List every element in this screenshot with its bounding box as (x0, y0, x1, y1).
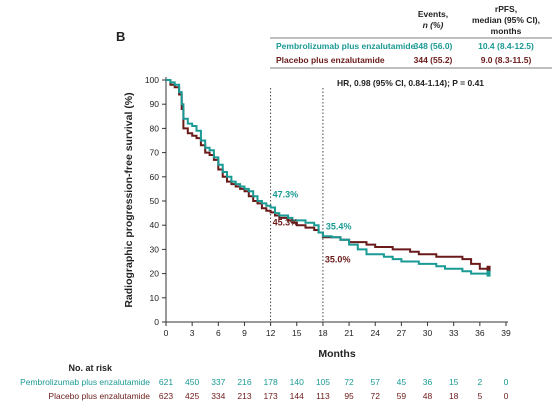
at-risk-value: 59 (397, 391, 407, 401)
at-risk-value: 5 (477, 391, 482, 401)
at-risk-value: 48 (423, 391, 433, 401)
legend-header-events-sub: n (%) (423, 20, 444, 30)
legend-header-events: Events, (418, 9, 448, 19)
y-tick-label: 90 (150, 99, 160, 109)
y-tick-label: 30 (150, 244, 160, 254)
at-risk-value: 95 (344, 391, 354, 401)
at-risk-value: 623 (159, 391, 173, 401)
at-risk-table: No. at risk Pembrolizumab plus enzalutam… (20, 363, 509, 401)
x-tick-label: 12 (266, 328, 276, 338)
at-risk-row-label: Pembrolizumab plus enzalutamide (20, 377, 150, 387)
y-tick-label: 40 (150, 220, 160, 230)
legend-header-rpfs-1: rPFS, (495, 4, 517, 14)
at-risk-value: 105 (316, 377, 330, 387)
legend-table: Events, n (%) rPFS, median (95% CI), mon… (270, 4, 552, 69)
y-tick-label: 100 (145, 75, 159, 85)
x-tick-label: 0 (164, 328, 169, 338)
at-risk-value: 216 (237, 377, 251, 387)
at-risk-value: 113 (316, 391, 330, 401)
x-tick-label: 9 (242, 328, 247, 338)
annotation-label: 35.0% (325, 254, 351, 264)
annotation-label: 45.3% (273, 217, 299, 227)
legend-row-pembro-median: 10.4 (8.4-12.5) (478, 41, 534, 51)
legend-row-pembro-name: Pembrolizumab plus enzalutamide (276, 41, 416, 51)
at-risk-value: 57 (370, 377, 380, 387)
legend-header-rpfs-2: median (95% CI), (472, 15, 540, 25)
at-risk-value: 621 (159, 377, 173, 387)
x-tick-label: 27 (397, 328, 407, 338)
y-tick-label: 50 (150, 196, 160, 206)
y-tick-label: 20 (150, 269, 160, 279)
y-tick-label: 0 (154, 317, 159, 327)
x-tick-label: 36 (475, 328, 485, 338)
y-tick-label: 70 (150, 148, 160, 158)
at-risk-value: 337 (211, 377, 225, 387)
y-tick-label: 80 (150, 123, 160, 133)
at-risk-value: 144 (290, 391, 304, 401)
at-risk-value: 140 (290, 377, 304, 387)
legend-row-placebo-events: 344 (55.2) (414, 55, 453, 65)
x-tick-label: 6 (216, 328, 221, 338)
at-risk-value: 18 (449, 391, 459, 401)
at-risk-value: 450 (185, 377, 199, 387)
censor-mark (486, 270, 491, 277)
legend-header-rpfs-3: months (491, 26, 522, 36)
legend-row-pembro-events: 348 (56.0) (414, 41, 453, 51)
at-risk-value: 425 (185, 391, 199, 401)
x-tick-label: 33 (449, 328, 459, 338)
x-tick-label: 39 (501, 328, 511, 338)
x-tick-label: 3 (190, 328, 195, 338)
at-risk-value: 334 (211, 391, 225, 401)
y-axis-label: Radiographic progression-free survival (… (123, 92, 135, 307)
x-tick-label: 18 (318, 328, 328, 338)
censor-mark (486, 265, 491, 272)
at-risk-value: 178 (264, 377, 278, 387)
at-risk-value: 72 (344, 377, 354, 387)
x-axis-label: Months (318, 348, 355, 360)
at-risk-value: 15 (449, 377, 459, 387)
at-risk-title: No. at risk (68, 363, 113, 373)
at-risk-value: 2 (477, 377, 482, 387)
y-tick-label: 60 (150, 172, 160, 182)
panel-label: B (116, 29, 125, 44)
at-risk-value: 213 (237, 391, 251, 401)
annotation-label: 35.4% (326, 221, 352, 231)
at-risk-value: 36 (423, 377, 433, 387)
annotation-label: 47.3% (273, 190, 299, 200)
x-tick-label: 21 (344, 328, 354, 338)
legend-row-placebo-name: Placebo plus enzalutamide (276, 55, 385, 65)
series-line-placebo (166, 79, 489, 270)
x-tick-label: 15 (292, 328, 302, 338)
at-risk-value: 72 (370, 391, 380, 401)
at-risk-value: 0 (504, 391, 509, 401)
at-risk-value: 0 (504, 377, 509, 387)
at-risk-value: 173 (264, 391, 278, 401)
hazard-ratio-text: HR, 0.98 (95% CI, 0.84-1.14); P = 0.41 (337, 78, 484, 88)
x-tick-label: 30 (423, 328, 433, 338)
at-risk-row-label: Placebo plus enzalutamide (48, 391, 150, 401)
y-tick-label: 10 (150, 293, 160, 303)
x-tick-label: 24 (370, 328, 380, 338)
at-risk-value: 45 (397, 377, 407, 387)
series-line-pembrolizumab (166, 79, 489, 275)
legend-row-placebo-median: 9.0 (8.3-11.5) (481, 55, 532, 65)
